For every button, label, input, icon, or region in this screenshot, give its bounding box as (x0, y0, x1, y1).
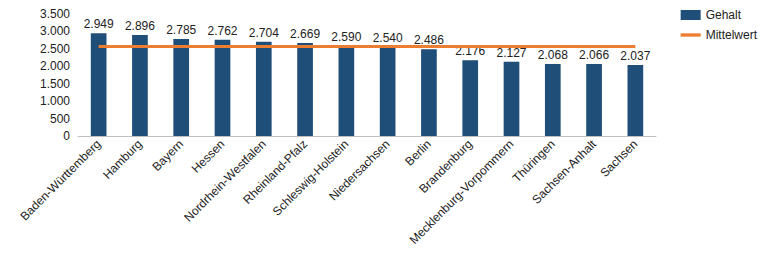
svg-text:Nordrhein-Westfalen: Nordrhein-Westfalen (181, 137, 269, 225)
svg-text:2.500: 2.500 (40, 42, 70, 56)
svg-text:1.000: 1.000 (40, 94, 70, 108)
svg-text:2.669: 2.669 (290, 27, 320, 41)
svg-text:2.949: 2.949 (84, 17, 114, 31)
svg-text:2.486: 2.486 (413, 33, 444, 48)
svg-text:2.704: 2.704 (249, 26, 279, 40)
svg-text:Hessen: Hessen (189, 137, 228, 176)
svg-text:Gehalt: Gehalt (706, 8, 742, 22)
svg-text:Bayern: Bayern (149, 137, 186, 174)
svg-text:2.590: 2.590 (331, 30, 361, 44)
svg-text:2.127: 2.127 (496, 46, 526, 60)
svg-text:0: 0 (63, 129, 70, 143)
svg-text:2.066: 2.066 (579, 48, 609, 62)
svg-text:2.037: 2.037 (620, 49, 650, 63)
svg-text:2.540: 2.540 (373, 31, 403, 45)
svg-text:Mittelwert: Mittelwert (706, 28, 758, 42)
svg-text:2.785: 2.785 (166, 23, 196, 37)
svg-text:Baden-Württemberg: Baden-Württemberg (17, 137, 103, 223)
svg-text:Schleswig-Holstein: Schleswig-Holstein (270, 137, 351, 218)
svg-text:Thüringen: Thüringen (509, 137, 558, 186)
svg-text:2.896: 2.896 (125, 19, 155, 33)
svg-text:2.176: 2.176 (455, 44, 486, 59)
svg-text:Brandenburg: Brandenburg (416, 137, 476, 196)
svg-text:2.000: 2.000 (40, 59, 70, 73)
svg-text:Hamburg: Hamburg (100, 137, 145, 182)
svg-text:2.762: 2.762 (207, 24, 237, 38)
svg-text:Sachsen-Anhalt: Sachsen-Anhalt (529, 137, 599, 207)
svg-text:Rheinland-Pfalz: Rheinland-Pfalz (240, 137, 310, 207)
svg-text:1.500: 1.500 (40, 77, 70, 91)
svg-text:Sachsen: Sachsen (597, 137, 640, 180)
svg-text:Niedersachsen: Niedersachsen (326, 137, 392, 203)
svg-text:Berlin: Berlin (402, 137, 434, 169)
svg-text:3.500: 3.500 (40, 7, 70, 21)
svg-text:3.000: 3.000 (40, 24, 70, 38)
svg-text:500: 500 (50, 112, 70, 126)
svg-text:Mecklenburg-Vorpommern: Mecklenburg-Vorpommern (407, 137, 517, 247)
svg-text:2.068: 2.068 (538, 48, 568, 62)
